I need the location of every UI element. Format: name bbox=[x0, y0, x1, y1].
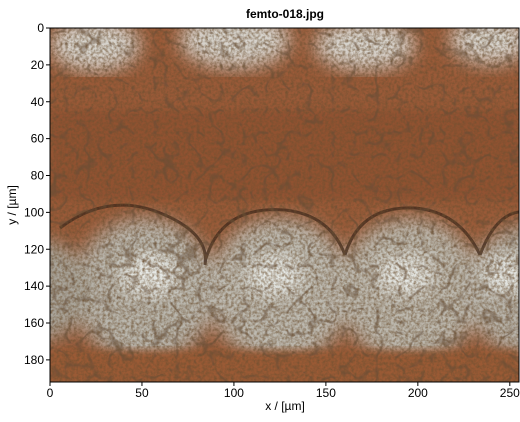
micrograph bbox=[50, 28, 519, 382]
x-tick-label: 150 bbox=[316, 386, 336, 400]
y-tick-label: 40 bbox=[31, 95, 45, 109]
y-tick-label: 160 bbox=[24, 316, 44, 330]
x-tick-label: 100 bbox=[224, 386, 244, 400]
y-tick-label: 0 bbox=[37, 21, 44, 35]
y-tick-label: 140 bbox=[24, 279, 44, 293]
x-tick-label: 200 bbox=[408, 386, 428, 400]
y-tick-label: 180 bbox=[24, 353, 44, 367]
x-tick-label: 0 bbox=[47, 386, 54, 400]
x-tick-label: 50 bbox=[135, 386, 149, 400]
y-tick-label: 120 bbox=[24, 242, 44, 256]
y-axis-label: y / [µm] bbox=[5, 185, 19, 225]
chart-title: femto-018.jpg bbox=[246, 7, 324, 21]
y-tick-label: 80 bbox=[31, 169, 45, 183]
plot-frame bbox=[49, 27, 520, 383]
x-tick-label: 250 bbox=[500, 386, 520, 400]
y-tick-label: 100 bbox=[24, 205, 44, 219]
y-tick-label: 60 bbox=[31, 132, 45, 146]
x-axis-label: x / [µm] bbox=[265, 399, 305, 413]
y-tick-label: 20 bbox=[31, 58, 45, 72]
